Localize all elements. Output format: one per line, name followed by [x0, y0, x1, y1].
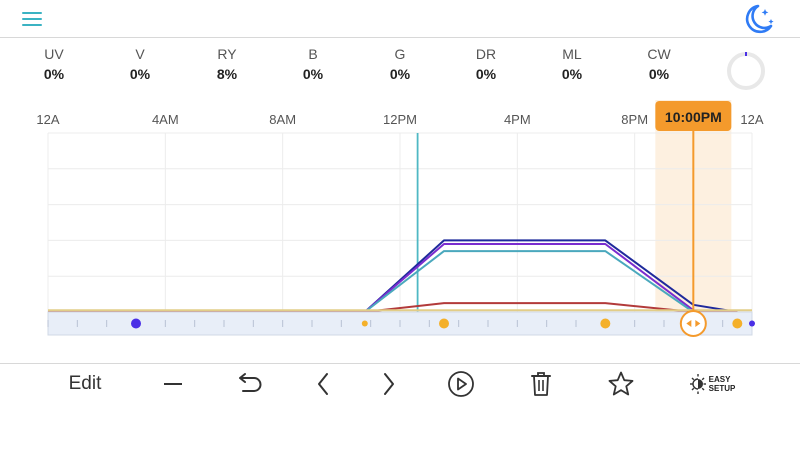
channel-value: 0%: [475, 66, 497, 82]
channel-ml: ML 0%: [542, 39, 602, 83]
channel-name: B: [308, 46, 318, 62]
channel-value: 0%: [648, 66, 670, 82]
channel-name: UV: [44, 46, 64, 62]
header-bar: [0, 0, 800, 38]
keyframe-dot: [732, 318, 743, 329]
x-tick-label: 4AM: [152, 112, 179, 127]
undo-icon: [239, 373, 262, 392]
next-button[interactable]: [376, 368, 402, 400]
chevron-left-icon: [318, 373, 328, 395]
keyframe-dot: [749, 320, 755, 327]
edit-button[interactable]: Edit: [60, 368, 110, 400]
schedule-chart-svg[interactable]: 12A 4AM 8AM 12PM 4PM 8PM 12A 10:00PM: [0, 95, 800, 360]
channel-value: 0%: [389, 66, 411, 82]
series-line-1: [48, 243, 738, 313]
keyframe-dot: [600, 318, 611, 329]
x-tick-label: 12PM: [383, 112, 417, 127]
favorite-button[interactable]: [604, 368, 638, 400]
channel-name: RY: [217, 46, 237, 62]
current-time-label-bg: [655, 101, 732, 131]
x-tick-label: 12A: [740, 112, 763, 127]
bottom-toolbar: Edit: [0, 363, 800, 403]
trash-icon: [531, 372, 551, 396]
delete-button[interactable]: [526, 368, 556, 400]
channel-b: B 0%: [283, 39, 343, 83]
edit-label: Edit: [68, 373, 102, 394]
channel-levels: UV 0% V 0% RY 8% B 0% G 0% DR 0% ML 0% C…: [0, 39, 800, 95]
schedule-chart[interactable]: 12A 4AM 8AM 12PM 4PM 8PM 12A 10:00PM: [0, 95, 800, 360]
hamburger-menu-icon[interactable]: [22, 9, 46, 29]
channel-value: 0%: [302, 66, 324, 82]
x-tick-label: 8AM: [269, 112, 296, 127]
easy-setup-line2: SETUP: [708, 384, 736, 393]
undo-button[interactable]: [233, 368, 265, 400]
play-button[interactable]: [445, 368, 477, 400]
x-tick-label: 4PM: [504, 112, 531, 127]
time-scrubber-handle[interactable]: [679, 310, 707, 337]
handle-arrow-left-icon: [686, 320, 692, 327]
channel-uv: UV 0%: [24, 39, 84, 83]
handle-arrow-right-icon: [695, 320, 701, 327]
channel-ry: RY 8%: [197, 39, 257, 83]
easy-setup-button[interactable]: EASY SETUP: [686, 368, 738, 400]
play-circle-icon: [448, 371, 474, 397]
easy-setup-label: EASY SETUP: [709, 375, 736, 393]
keyframe-dot: [361, 320, 368, 327]
channel-name: DR: [475, 46, 497, 62]
channel-g: G 0%: [370, 39, 430, 83]
easy-setup-line1: EASY: [708, 375, 731, 384]
star-icon: [608, 371, 634, 396]
keyframe-dot: [439, 318, 449, 329]
minus-button[interactable]: [158, 368, 188, 400]
previous-button[interactable]: [310, 368, 336, 400]
x-tick-label: 12A: [36, 112, 59, 127]
channel-value: 0%: [129, 66, 151, 82]
minus-icon: [164, 383, 182, 385]
channel-name: CW: [647, 46, 671, 62]
channel-value: 8%: [216, 66, 238, 82]
progress-ring: [724, 47, 768, 91]
keyframe-dot: [131, 318, 141, 329]
current-time-label: 10:00PM: [665, 109, 722, 125]
moon-stars-icon[interactable]: [738, 2, 778, 36]
channel-dr: DR 0%: [456, 39, 516, 83]
channel-name: V: [135, 46, 145, 62]
channel-name: ML: [562, 46, 582, 62]
sun-icon: [689, 374, 706, 394]
channel-name: G: [394, 46, 406, 62]
channel-value: 0%: [43, 66, 65, 82]
chevron-right-icon: [384, 373, 394, 395]
channel-v: V 0%: [110, 39, 170, 83]
channel-value: 0%: [561, 66, 583, 82]
x-tick-label: 8PM: [621, 112, 648, 127]
channel-cw: CW 0%: [629, 39, 689, 83]
